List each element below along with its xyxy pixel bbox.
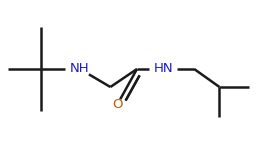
Text: HN: HN	[154, 63, 173, 75]
Text: NH: NH	[70, 63, 90, 75]
Text: O: O	[112, 99, 122, 111]
